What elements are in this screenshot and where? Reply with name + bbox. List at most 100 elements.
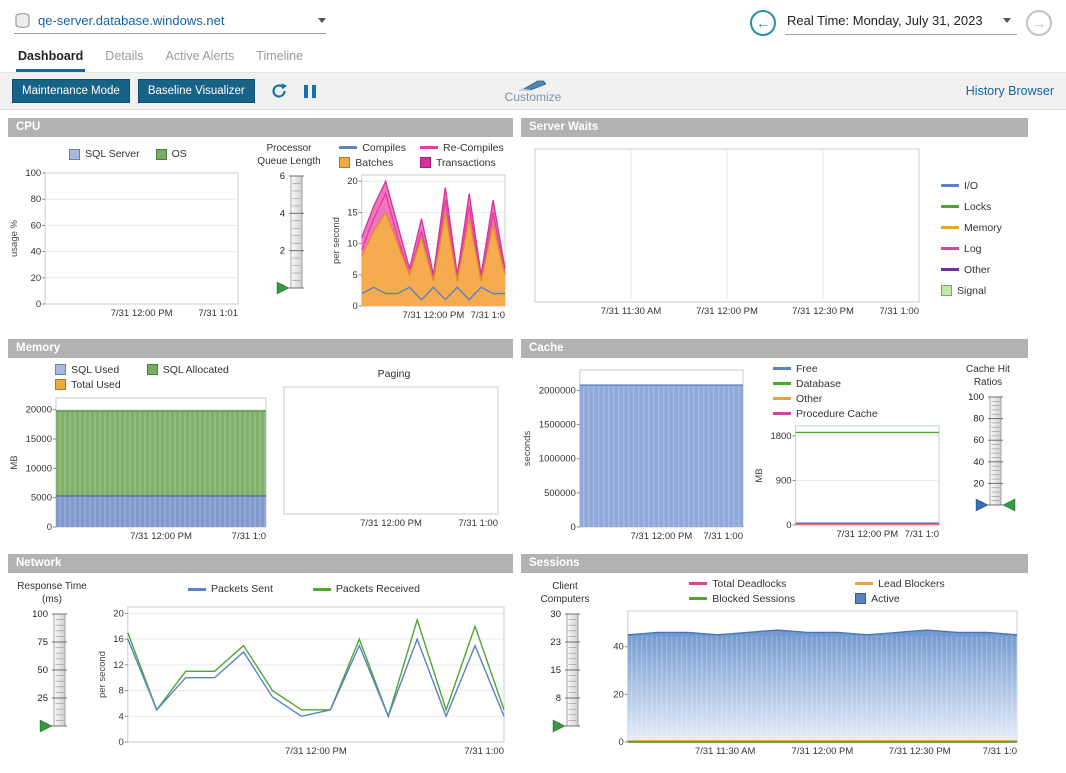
- svg-text:7/31 12:30 PM: 7/31 12:30 PM: [889, 746, 951, 757]
- panel-header-memory[interactable]: Memory: [8, 339, 513, 358]
- legend-label: Compiles: [362, 141, 407, 154]
- legend-line-swatch: [941, 226, 959, 229]
- legend-label: I/O: [964, 179, 979, 192]
- tab-timeline[interactable]: Timeline: [256, 49, 304, 63]
- legend-line-swatch: [941, 184, 959, 187]
- legend-item: Other: [773, 393, 949, 405]
- history-browser-link[interactable]: History Browser: [965, 84, 1054, 98]
- gauge-title-line: (ms): [41, 593, 62, 605]
- svg-text:7/31 12:30 PM: 7/31 12:30 PM: [792, 306, 854, 317]
- svg-text:0: 0: [36, 299, 41, 310]
- svg-text:23: 23: [550, 637, 561, 648]
- paging-chart[interactable]: 7/31 12:00 PM 7/31 1:00: [278, 383, 504, 529]
- legend-square-swatch: [55, 379, 67, 390]
- legend-item: Lead Blockers: [855, 578, 945, 590]
- panel-server-waits: Server Waits 7/31 11:30 AM 7/31 12:00 PM 7…: [521, 118, 1028, 331]
- svg-text:20: 20: [973, 478, 984, 489]
- svg-text:7/31 12:00 PM: 7/31 12:00 PM: [403, 310, 465, 321]
- panel-cache: Cache 0 500000 1000000 1500000 2000000 second…: [521, 339, 1028, 546]
- svg-text:40: 40: [31, 247, 42, 258]
- legend-item: Compiles: [339, 142, 406, 154]
- svg-text:seconds: seconds: [522, 431, 533, 467]
- gauge-title-line: Ratios: [973, 376, 1003, 388]
- svg-text:0: 0: [119, 737, 124, 748]
- cpu-throughput-chart[interactable]: 0 5 10 15 20 per second 7/31 12:00 PM 7/31 1:0: [330, 171, 511, 321]
- panel-header-network[interactable]: Network: [8, 554, 513, 573]
- cpu-usage-chart[interactable]: 0 20 40 60 80 100 usage % 7/31 12:00 PM 7/31 1:0…: [8, 168, 244, 319]
- cache-mb-chart[interactable]: 0 900 1800 MB 7/31 12:00 PM 7/31 1:0: [753, 422, 945, 540]
- svg-text:10000: 10000: [26, 463, 52, 474]
- cpu-throughput-legend: Compiles Batches Re-Compiles Transactions: [330, 139, 513, 171]
- svg-text:4: 4: [119, 711, 124, 722]
- legend-line-swatch: [312, 587, 331, 591]
- panel-header-server-waits[interactable]: Server Waits: [521, 118, 1028, 137]
- svg-text:16: 16: [113, 634, 124, 645]
- sessions-chart[interactable]: 0 20 40 7/31 11:30 AM 7/31 12:00 PM 7/31 12:3…: [609, 607, 1023, 757]
- response-time-title: Response Time (ms): [17, 581, 86, 606]
- svg-text:7/31 12:00 PM: 7/31 12:00 PM: [631, 531, 693, 542]
- processor-queue-length-title: Processor Queue Length: [257, 143, 320, 168]
- panel-memory: Memory SQL Used Total Used SQL Allocated 0…: [8, 339, 513, 546]
- svg-text:20000: 20000: [26, 405, 52, 416]
- time-back-button[interactable]: ←: [750, 10, 776, 36]
- svg-text:7/31 1:00: 7/31 1:00: [879, 306, 919, 317]
- legend-item: Re-Compiles: [420, 142, 504, 154]
- legend-item: Free: [773, 363, 949, 375]
- customize-button[interactable]: Customize: [505, 79, 561, 103]
- svg-text:100: 100: [25, 169, 41, 179]
- client-computers-title: Client Computers: [541, 581, 590, 606]
- legend-item: I/O: [941, 180, 1002, 192]
- legend-item: Locks: [941, 201, 1002, 213]
- server-selector[interactable]: qe-server.database.windows.net: [14, 12, 326, 34]
- memory-usage-chart[interactable]: 0 5000 10000 15000 20000 MB 7/31 12:00 PM 7/31 …: [8, 394, 272, 542]
- top-header: qe-server.database.windows.net ← Real Ti…: [0, 0, 1066, 38]
- pause-button[interactable]: [302, 84, 318, 98]
- svg-text:7/31 11:30 AM: 7/31 11:30 AM: [695, 746, 756, 757]
- legend-square-swatch: [55, 364, 67, 375]
- legend-label: Memory: [964, 221, 1002, 234]
- tab-dashboard[interactable]: Dashboard: [16, 44, 86, 72]
- server-waits-chart[interactable]: 7/31 11:30 AM 7/31 12:00 PM 7/31 12:30 PM 7…: [529, 145, 925, 317]
- panel-network: Network Response Time (ms) 0 25 50 75 100 Pa…: [8, 554, 513, 761]
- server-name: qe-server.database.windows.net: [38, 13, 225, 28]
- legend-line-swatch: [339, 146, 358, 149]
- svg-text:7/31 12:00 PM: 7/31 12:00 PM: [285, 746, 347, 757]
- cpu-usage-legend: SQL Server OS: [8, 139, 248, 169]
- svg-text:2: 2: [280, 246, 285, 257]
- legend-label: Other: [796, 392, 823, 405]
- refresh-button[interactable]: [270, 82, 288, 100]
- svg-text:15000: 15000: [26, 434, 52, 445]
- cache-seconds-chart[interactable]: 0 500000 1000000 1500000 2000000 seconds 7/31 …: [521, 366, 749, 542]
- legend-line-swatch: [420, 146, 439, 149]
- panel-header-cache[interactable]: Cache: [521, 339, 1028, 358]
- panel-header-cpu[interactable]: CPU: [8, 118, 513, 137]
- pause-icon: [311, 84, 316, 98]
- tab-active-alerts[interactable]: Active Alerts: [165, 49, 235, 63]
- legend-line-swatch: [188, 587, 207, 591]
- legend-item: Memory: [941, 222, 1002, 234]
- dashboard-grid: CPU SQL Server OS 0 20 40 60 80 100 usage % 7/31…: [0, 110, 1066, 769]
- baseline-visualizer-button[interactable]: Baseline Visualizer: [137, 79, 255, 103]
- panel-header-sessions[interactable]: Sessions: [521, 554, 1028, 573]
- tab-details[interactable]: Details: [105, 49, 144, 63]
- legend-square-swatch: [420, 157, 432, 168]
- time-forward-button[interactable]: →: [1026, 10, 1052, 36]
- legend-line-swatch: [773, 412, 791, 415]
- svg-text:0: 0: [47, 522, 52, 533]
- time-range-selector[interactable]: Real Time: Monday, July 31, 2023: [785, 11, 1017, 35]
- legend-label: SQL Allocated: [162, 363, 229, 376]
- maintenance-mode-button[interactable]: Maintenance Mode: [12, 79, 130, 103]
- legend-label: SQL Used: [71, 363, 120, 376]
- svg-text:7/31 1:0: 7/31 1:0: [471, 310, 505, 321]
- legend-label: Batches: [355, 156, 394, 169]
- svg-text:7/31 12:00 PM: 7/31 12:00 PM: [696, 306, 758, 317]
- legend-item: Total Used: [55, 379, 121, 391]
- svg-text:20: 20: [347, 176, 358, 187]
- svg-text:7/31 1:0: 7/31 1:0: [983, 746, 1017, 757]
- svg-text:20: 20: [31, 273, 42, 284]
- gauge-title-line: Cache Hit: [966, 364, 1010, 375]
- arrow-right-icon: →: [1032, 15, 1046, 31]
- network-chart[interactable]: 0 4 8 12 16 20 per second 7/31 12:00 PM 7/31 1:0…: [96, 603, 510, 757]
- svg-text:900: 900: [776, 475, 792, 486]
- chevron-down-icon: [1003, 18, 1011, 23]
